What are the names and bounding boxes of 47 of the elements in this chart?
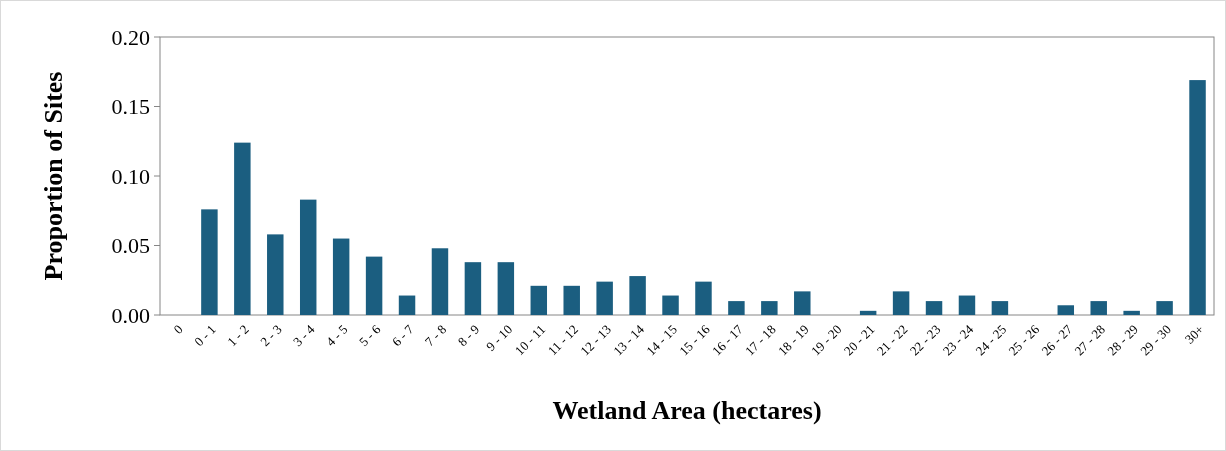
- bar: [299, 199, 317, 315]
- x-tick-label: 30+: [1181, 321, 1207, 347]
- y-axis-title: Proportion of Sites: [39, 71, 68, 281]
- x-tick-label: 0 - 1: [191, 321, 219, 350]
- y-tick-label: 0.05: [111, 233, 150, 259]
- bar: [464, 262, 482, 315]
- bar: [1189, 80, 1206, 315]
- bar: [234, 142, 251, 315]
- x-tick-label: 5 - 6: [355, 321, 384, 350]
- bar: [332, 238, 350, 315]
- bar: [1123, 310, 1140, 315]
- bar: [431, 248, 449, 315]
- bar: [662, 295, 679, 315]
- bar: [958, 295, 976, 315]
- bar: [596, 281, 613, 315]
- bar: [1090, 301, 1107, 315]
- bar: [761, 301, 778, 315]
- bar: [794, 291, 811, 315]
- bar: [365, 256, 383, 315]
- bar: [267, 234, 284, 315]
- bar: [1156, 301, 1173, 315]
- x-tick-label: 8 - 9: [454, 321, 483, 350]
- bar: [695, 281, 712, 315]
- bar: [859, 310, 877, 315]
- bar: [530, 285, 548, 315]
- bar: [728, 301, 745, 315]
- x-tick-label: 1 - 2: [224, 321, 252, 350]
- y-tick-label: 0.00: [111, 302, 150, 328]
- bar: [629, 276, 646, 315]
- y-tick-label: 0.15: [111, 94, 150, 120]
- x-tick-label: 7 - 8: [421, 321, 450, 350]
- x-tick-label: 2 - 3: [257, 321, 285, 350]
- x-axis-title: Wetland Area (hectares): [552, 396, 822, 425]
- y-tick-label: 0.10: [111, 163, 150, 189]
- bar: [1057, 305, 1075, 315]
- x-tick-label: 4 - 5: [323, 321, 351, 350]
- bar: [398, 295, 416, 315]
- x-tick-label: 0: [170, 321, 186, 337]
- bar: [991, 301, 1009, 315]
- x-tick-label: 3 - 4: [290, 321, 318, 350]
- bar: [563, 285, 580, 315]
- y-tick-label: 0.20: [111, 24, 150, 50]
- bar: [892, 291, 910, 315]
- bar: [925, 301, 943, 315]
- bar: [201, 209, 218, 315]
- x-tick-label: 6 - 7: [388, 321, 417, 350]
- bar: [497, 262, 515, 315]
